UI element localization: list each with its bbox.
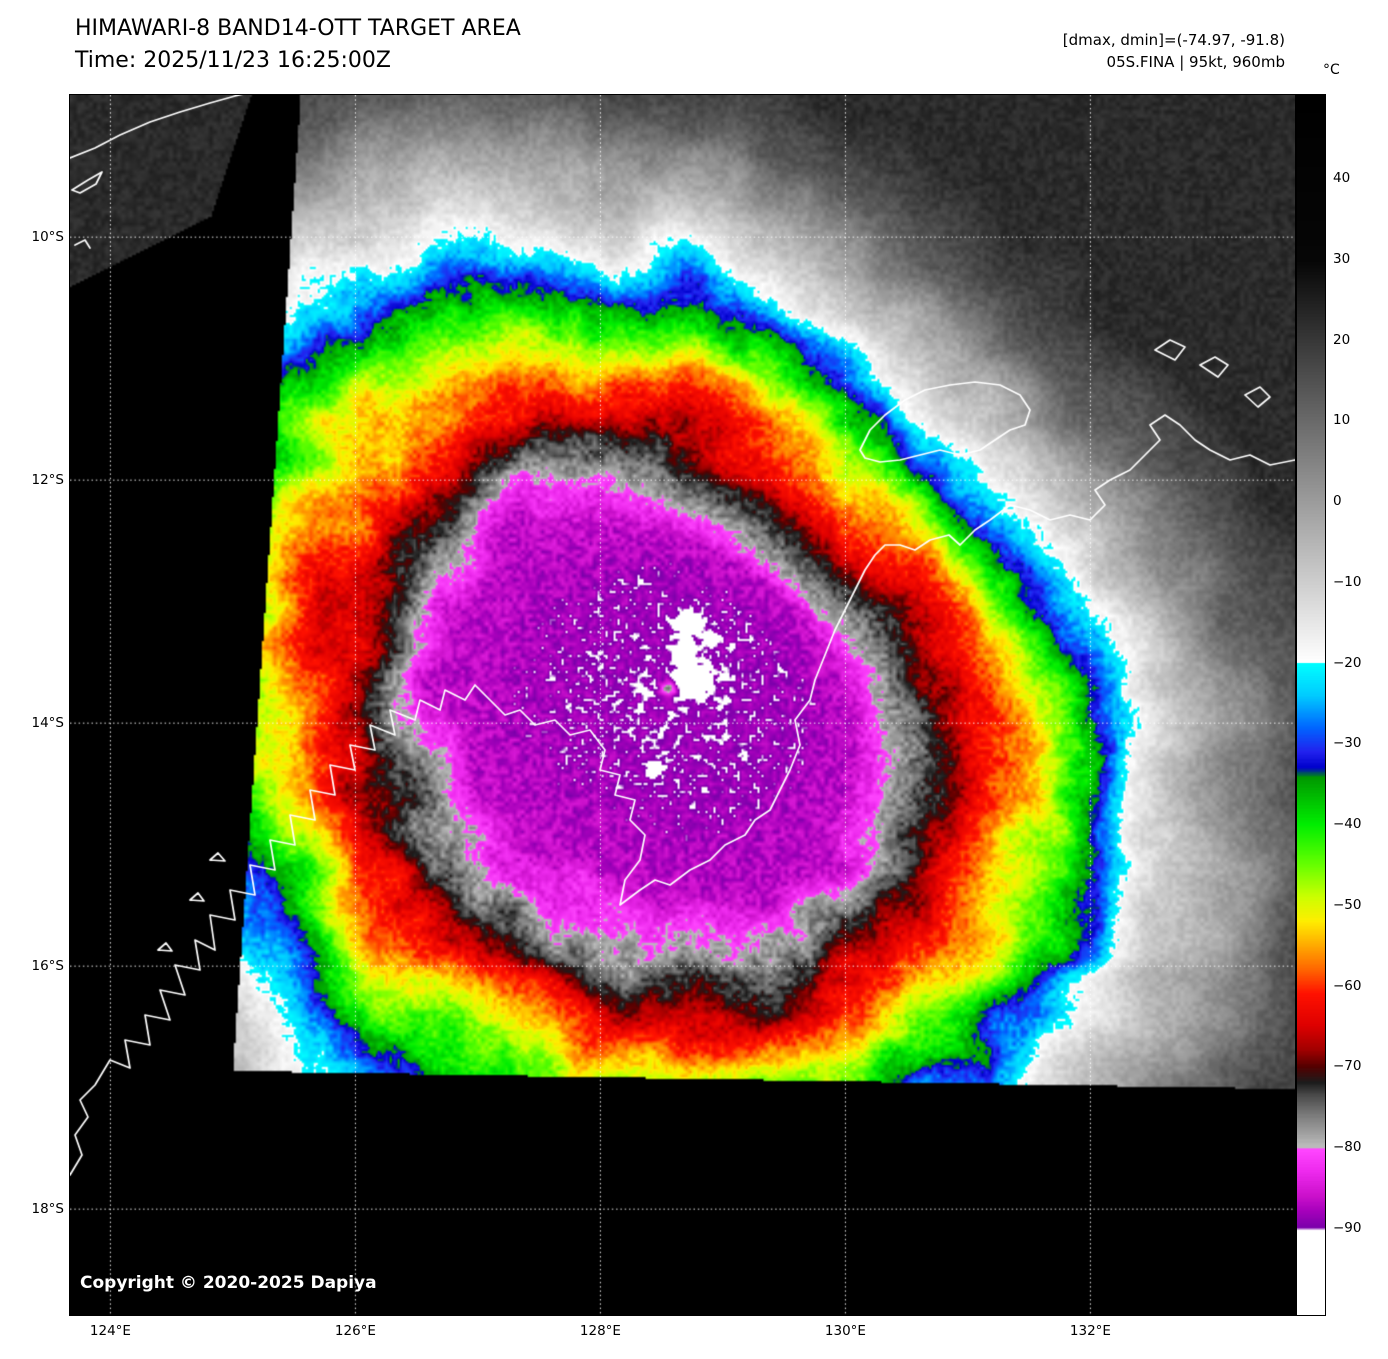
colorbar-tick-label: 30 [1333,250,1351,267]
lon-tick-label: 130°E [824,1323,866,1339]
lon-tick-label: 132°E [1069,1323,1111,1339]
lat-tick-label: 18°S [31,1201,65,1218]
lat-tick-label: 12°S [31,472,65,489]
dmax-dmin-label: [dmax, dmin]=(-74.97, -91.8) [1062,31,1285,49]
lat-tick-label: 10°S [31,229,65,246]
colorbar-tick-label: −80 [1333,1139,1362,1156]
colorbar-tick-label: −40 [1333,816,1362,833]
colorbar-tick-label: −60 [1333,977,1362,994]
colorbar-tick-label: −10 [1333,573,1362,590]
lon-tick-label: 124°E [89,1323,131,1339]
lat-tick-label: 16°S [31,958,65,975]
lat-tick-label: 14°S [31,715,65,732]
colorbar-tick-label: −50 [1333,896,1362,913]
colorbar-gradient [1297,95,1325,1315]
colorbar-panel [1296,94,1326,1316]
copyright-label: Copyright © 2020-2025 Dapiya [80,1273,377,1293]
storm-info-label: 05S.FINA | 95kt, 960mb [1106,53,1285,71]
colorbar-tick-label: 10 [1333,412,1351,429]
satellite-map-panel: Copyright © 2020-2025 Dapiya [69,94,1296,1316]
colorbar-tick-label: 0 [1333,493,1342,510]
timestamp-label: Time: 2025/11/23 16:25:00Z [75,48,391,73]
colorbar-tick-label: −20 [1333,654,1362,671]
page-title: HIMAWARI-8 BAND14-OTT TARGET AREA [75,16,521,41]
lon-tick-label: 128°E [579,1323,621,1339]
colorbar-tick-label: −30 [1333,735,1362,752]
colorbar-tick-label: −70 [1333,1058,1362,1075]
colorbar-tick-label: 20 [1333,331,1351,348]
colorbar-tick-label: 40 [1333,170,1351,187]
lon-tick-label: 126°E [334,1323,376,1339]
colorbar-unit-label: °C [1323,62,1340,78]
map-overlay-canvas [70,95,1295,1315]
colorbar-tick-label: −90 [1333,1219,1362,1236]
